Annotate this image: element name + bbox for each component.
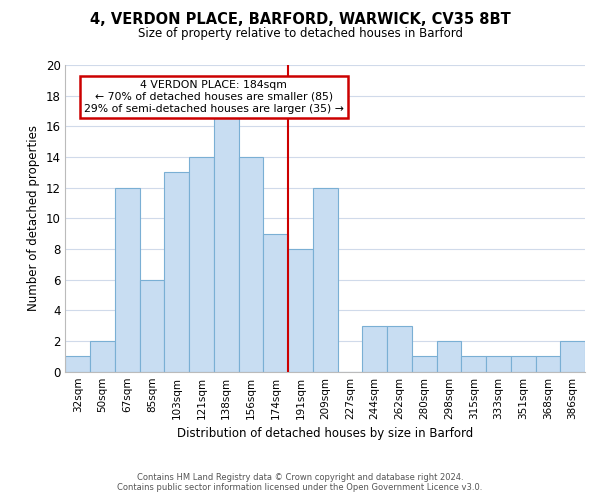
Bar [362,326,387,372]
Text: 4, VERDON PLACE, BARFORD, WARWICK, CV35 8BT: 4, VERDON PLACE, BARFORD, WARWICK, CV35 … [89,12,511,28]
Text: Size of property relative to detached houses in Barford: Size of property relative to detached ho… [137,28,463,40]
Bar [313,188,338,372]
Bar [90,341,115,372]
Bar [412,356,437,372]
Bar [387,326,412,372]
Bar [189,157,214,372]
Text: 4 VERDON PLACE: 184sqm
← 70% of detached houses are smaller (85)
29% of semi-det: 4 VERDON PLACE: 184sqm ← 70% of detached… [84,80,344,114]
X-axis label: Distribution of detached houses by size in Barford: Distribution of detached houses by size … [177,427,473,440]
Bar [437,341,461,372]
Bar [164,172,189,372]
Bar [461,356,486,372]
Bar [560,341,585,372]
Bar [263,234,288,372]
Bar [65,356,90,372]
Bar [511,356,536,372]
Bar [115,188,140,372]
Bar [214,111,239,372]
Bar [486,356,511,372]
Bar [288,249,313,372]
Y-axis label: Number of detached properties: Number of detached properties [27,126,40,312]
Bar [536,356,560,372]
Text: Contains HM Land Registry data © Crown copyright and database right 2024.
Contai: Contains HM Land Registry data © Crown c… [118,473,482,492]
Bar [140,280,164,372]
Bar [239,157,263,372]
